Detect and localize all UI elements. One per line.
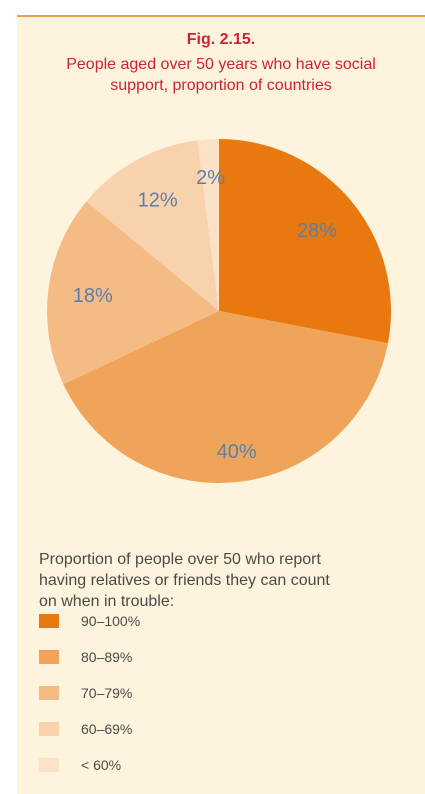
figure-title: People aged over 50 years who have socia… [17,54,425,96]
pie-label-5: 2% [196,167,225,189]
legend-item-1: 90–100% [39,611,239,631]
legend-label-1: 90–100% [81,613,141,629]
legend-swatch-1 [39,614,59,628]
figure-title-line-2: support, proportion of countries [110,77,332,94]
pie-slice-4 [86,140,219,311]
legend-label-3: 70–79% [81,685,133,701]
pie-slice-2 [63,311,388,483]
pie-label-3: 18% [73,285,113,307]
figure-title-line-1: People aged over 50 years who have socia… [66,56,376,73]
pie-slice-5 [197,139,219,311]
pie-label-2: 40% [217,441,257,463]
legend-label-5: < 60% [81,757,122,773]
legend-label-2: 80–89% [81,649,133,665]
legend-title-line-3: on when in trouble: [39,593,175,610]
legend-item-3: 70–79% [39,683,239,703]
legend-label-4: 60–69% [81,721,133,737]
legend-swatch-2 [39,650,59,664]
pie-slice-1 [219,139,391,344]
legend-swatch-3 [39,686,59,700]
figure-panel: Fig. 2.15. People aged over 50 years who… [17,15,425,794]
legend-title-line-2: having relatives or friends they can cou… [39,572,330,589]
legend-item-4: 60–69% [39,719,239,739]
legend-item-2: 80–89% [39,647,239,667]
legend-title-line-1: Proportion of people over 50 who report [39,551,321,568]
legend-swatch-4 [39,722,59,736]
figure-label: Fig. 2.15. [186,31,256,48]
pie-chart: 28% 40% 18% 12% 2% [47,139,391,483]
pie-label-4: 12% [138,189,178,211]
legend-title: Proportion of people over 50 who report … [39,549,409,612]
legend-swatch-5 [39,758,59,772]
pie-label-1: 28% [297,220,337,242]
legend-item-5: < 60% [39,755,239,775]
pie-slice-3 [47,201,220,385]
